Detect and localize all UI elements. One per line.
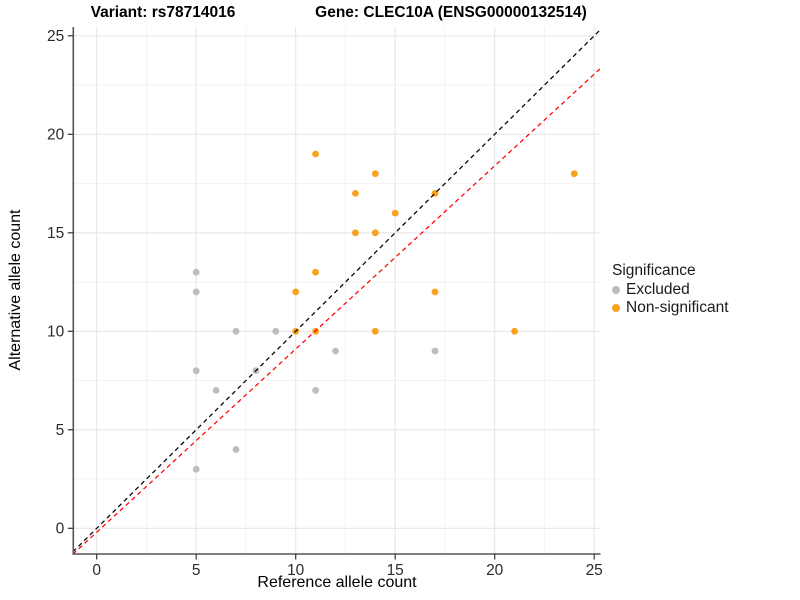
y-tick-label: 0 bbox=[56, 521, 65, 538]
non-significant-swatch-icon bbox=[612, 304, 620, 312]
x-tick-label: 0 bbox=[92, 562, 101, 579]
data-point-non-significant bbox=[352, 190, 359, 197]
data-point-non-significant bbox=[431, 288, 439, 296]
x-tick-label: 20 bbox=[486, 562, 504, 579]
y-tick-label: 20 bbox=[47, 127, 65, 144]
data-point-non-significant bbox=[312, 268, 319, 276]
data-point-excluded bbox=[332, 347, 339, 355]
variant-title: Variant: rs78714016 bbox=[90, 4, 236, 21]
gene-title: Gene: CLEC10A (ENSG00000132514) bbox=[315, 4, 587, 21]
data-point-non-significant bbox=[292, 288, 300, 296]
x-tick-label: 10 bbox=[287, 562, 305, 579]
data-point-non-significant bbox=[371, 170, 379, 178]
legend: Significance Excluded Non-significant bbox=[612, 261, 729, 317]
excluded-swatch-icon bbox=[612, 286, 620, 294]
y-axis-title: Alternative allele count bbox=[7, 209, 24, 371]
y-tick-label: 25 bbox=[47, 28, 64, 45]
data-point-excluded bbox=[192, 288, 200, 296]
data-point-excluded bbox=[431, 347, 439, 355]
data-point-non-significant bbox=[371, 327, 379, 335]
legend-item-excluded: Excluded bbox=[612, 281, 729, 299]
data-point-excluded bbox=[192, 465, 200, 473]
data-point-non-significant bbox=[391, 209, 399, 217]
x-tick-label: 5 bbox=[192, 562, 201, 579]
identity-line bbox=[72, 29, 601, 553]
legend-item-label: Non-significant bbox=[626, 299, 729, 316]
data-point-non-significant bbox=[570, 170, 578, 178]
legend-title: Significance bbox=[612, 262, 696, 279]
fit-line bbox=[72, 68, 601, 555]
data-point-non-significant bbox=[352, 229, 359, 237]
data-point-excluded bbox=[212, 387, 220, 394]
data-point-excluded bbox=[192, 367, 200, 375]
data-point-non-significant bbox=[312, 150, 319, 158]
y-tick-label: 15 bbox=[47, 225, 64, 242]
y-tick-label: 5 bbox=[56, 422, 65, 439]
data-point-non-significant bbox=[511, 327, 518, 335]
data-point-non-significant bbox=[371, 229, 379, 237]
data-point-excluded bbox=[272, 327, 280, 335]
data-point-excluded bbox=[312, 387, 319, 394]
legend-item-label: Excluded bbox=[626, 281, 690, 298]
legend-item-non-significant: Non-significant bbox=[612, 299, 729, 317]
x-tick-label: 15 bbox=[387, 562, 404, 579]
data-point-excluded bbox=[192, 268, 200, 276]
data-point-excluded bbox=[232, 446, 240, 453]
x-axis-title: Reference allele count bbox=[257, 574, 417, 591]
y-tick-label: 10 bbox=[47, 324, 65, 341]
data-point-excluded bbox=[232, 327, 240, 335]
x-tick-label: 25 bbox=[586, 562, 603, 579]
